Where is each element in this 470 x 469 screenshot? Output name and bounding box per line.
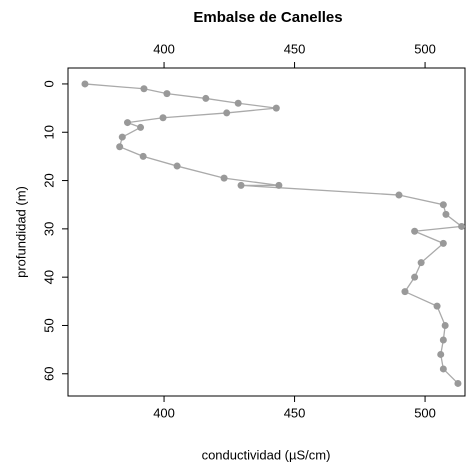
data-point [458, 222, 466, 230]
data-point [220, 174, 228, 182]
y-axis-label: profundidad (m) [13, 186, 28, 278]
y-tick-label: 30 [41, 222, 56, 236]
data-point [124, 119, 132, 127]
data-point [411, 227, 419, 235]
y-tick-label: 0 [41, 80, 56, 87]
data-point [223, 109, 231, 117]
data-point [234, 99, 242, 107]
profile-line [84, 83, 464, 384]
y-tick-label: 10 [41, 125, 56, 139]
data-point [395, 191, 403, 199]
data-point [439, 336, 447, 344]
x-tick-label-top: 500 [414, 41, 436, 56]
plot-frame [67, 67, 466, 397]
data-point [81, 80, 89, 88]
data-point [116, 143, 124, 151]
x-tick-label-bottom: 400 [153, 405, 175, 420]
data-point [173, 162, 181, 170]
data-point [275, 181, 283, 189]
data-point [454, 379, 462, 387]
data-point [439, 365, 447, 373]
data-point [159, 114, 167, 122]
data-point [163, 90, 171, 98]
x-tick-label-top: 450 [284, 41, 306, 56]
x-tick-label-top: 400 [153, 41, 175, 56]
data-point [401, 288, 409, 296]
x-tick-label-bottom: 450 [284, 405, 306, 420]
data-point [439, 239, 447, 247]
data-point [417, 259, 425, 267]
y-tick-label: 20 [41, 173, 56, 187]
y-tick-label: 60 [41, 367, 56, 381]
x-tick-label-bottom: 500 [414, 405, 436, 420]
data-point [137, 123, 145, 131]
data-point [411, 273, 419, 281]
data-point [237, 181, 245, 189]
data-point [118, 133, 126, 141]
data-point [442, 210, 450, 218]
x-axis-label: conductividad (µS/cm) [202, 447, 331, 462]
data-point [272, 104, 280, 112]
data-point [441, 321, 449, 329]
data-point [139, 152, 147, 160]
y-tick-label: 40 [41, 270, 56, 284]
data-point [202, 94, 210, 102]
data-point [439, 201, 447, 209]
y-tick-label: 50 [41, 318, 56, 332]
data-point [140, 85, 148, 93]
chart-title: Embalse de Canelles [193, 9, 342, 26]
data-point [433, 302, 441, 310]
data-point [437, 350, 445, 358]
